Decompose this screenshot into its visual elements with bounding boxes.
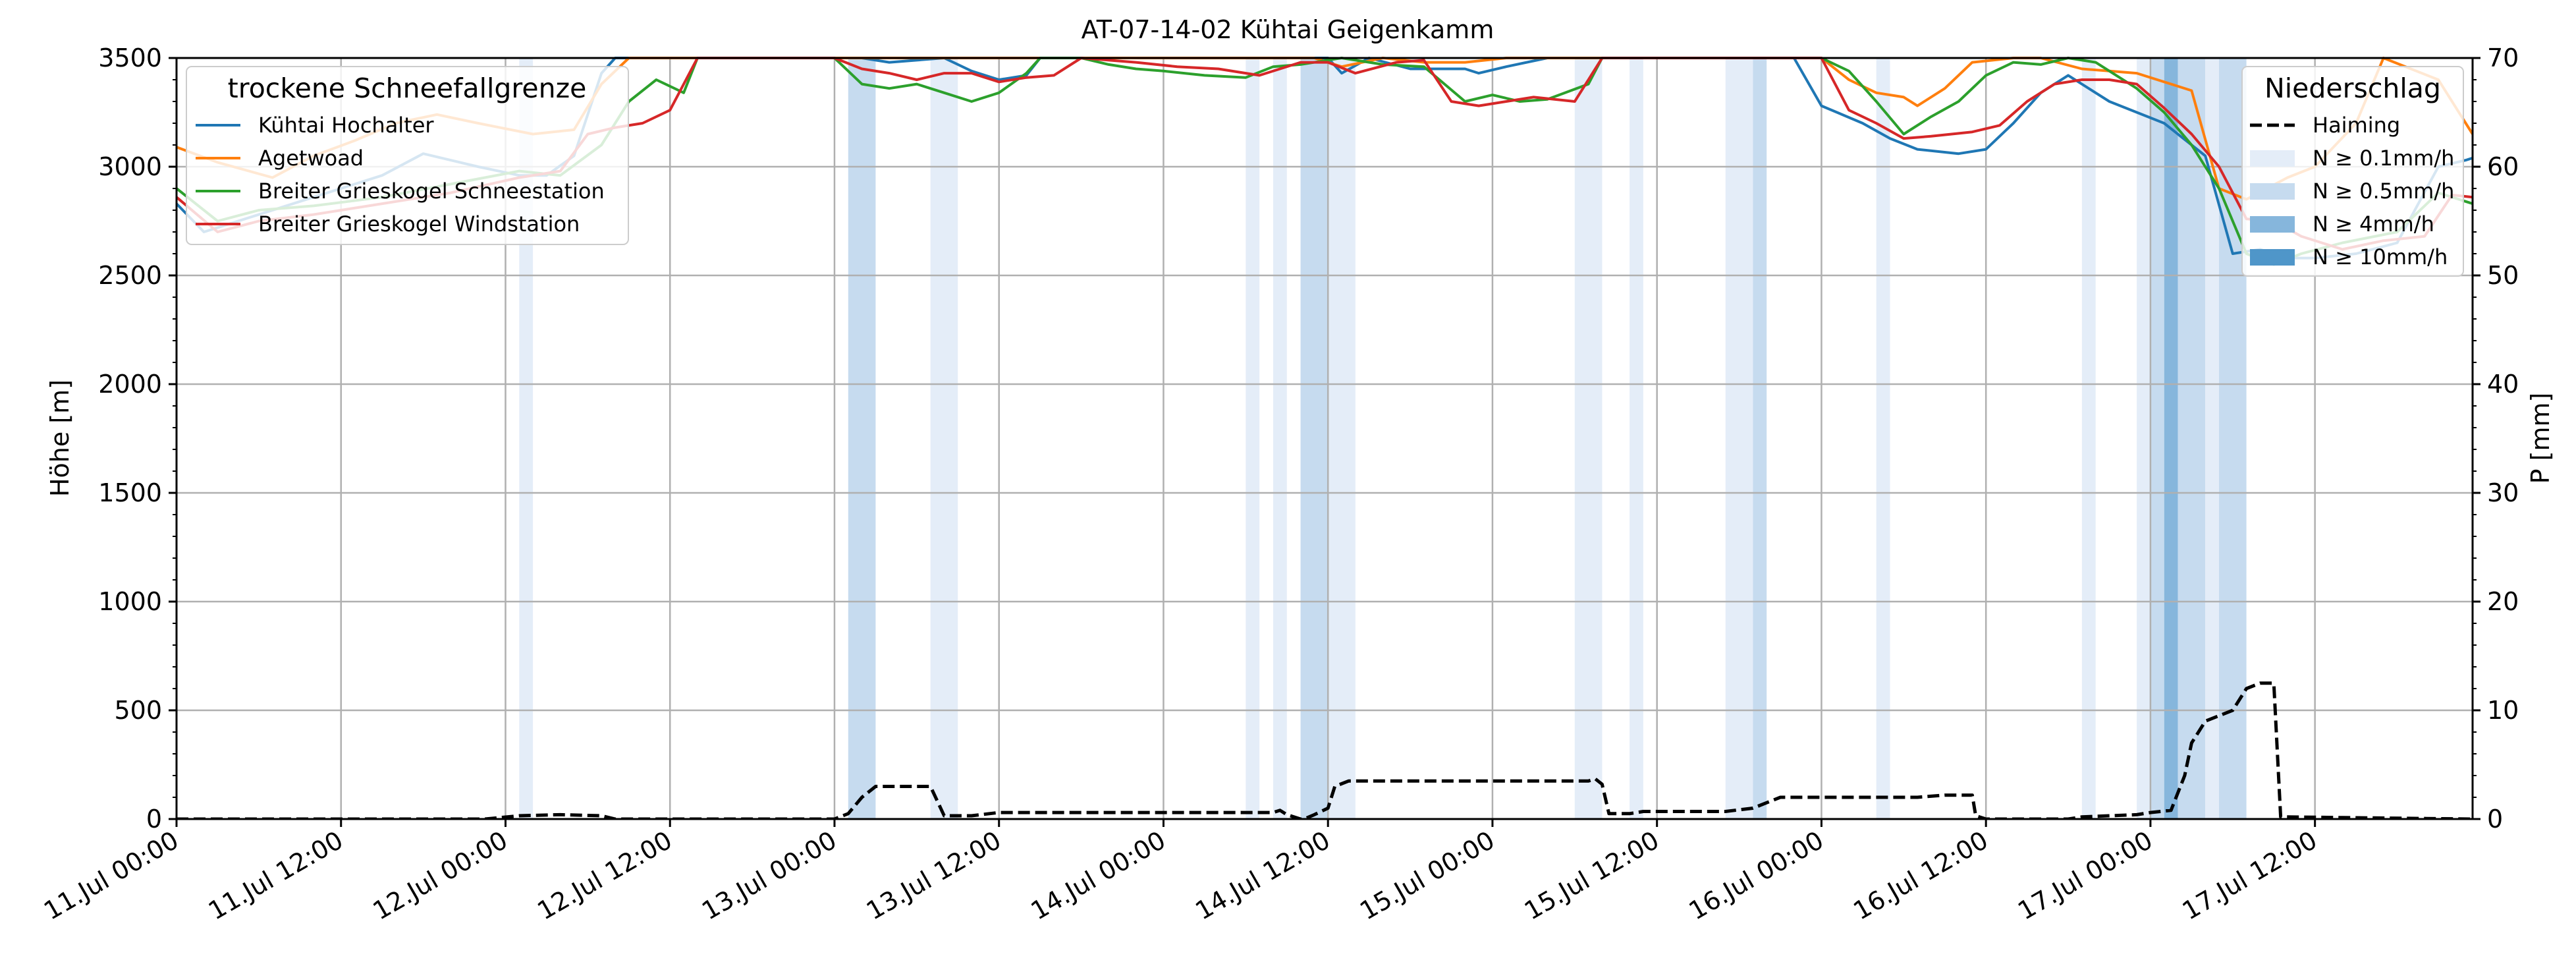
y2-tick-label-1: 10 (2487, 696, 2519, 725)
legend-snowline-frame (186, 66, 629, 245)
y2-tick-label-6: 60 (2487, 152, 2519, 181)
chart-title: AT-07-14-02 Kühtai Geigenkamm (1082, 15, 1494, 44)
legend-label-agetwoad: Agetwoad (258, 146, 364, 171)
legend-swatch-n05 (2250, 183, 2295, 200)
y2-tick-label-0: 0 (2487, 805, 2503, 834)
y2-tick-label-5: 50 (2487, 261, 2519, 290)
precip-band-9 (1725, 58, 1753, 819)
precip-band-16 (2178, 58, 2206, 819)
precip-band-2 (930, 58, 958, 819)
precip-band-6 (1328, 58, 1356, 819)
y-tick-label-4: 2000 (98, 370, 162, 399)
precip-band-11 (1876, 58, 1890, 819)
y-tick-label-6: 3000 (98, 152, 162, 181)
legend-label-n05: N ≥ 0.5mm/h (2313, 179, 2454, 204)
y2-tick-label-7: 70 (2487, 43, 2519, 72)
series-line-haiming (177, 681, 2473, 819)
y2-tick-label-3: 30 (2487, 478, 2519, 507)
y-tick-label-2: 1000 (98, 587, 162, 616)
precip-band-5 (1300, 58, 1329, 819)
legend-swatch-n01 (2250, 150, 2295, 167)
y-tick-label-7: 3500 (98, 43, 162, 72)
legend-label-grieskogel-schneestation: Breiter Grieskogel Schneestation (258, 179, 605, 204)
series-line-breiter-grieskogel-schneestation (177, 57, 2473, 266)
precip-bands (519, 58, 2247, 819)
precip-band-8 (1630, 58, 1643, 819)
plot-frame (175, 57, 2474, 820)
y-tick-label-0: 0 (146, 805, 162, 834)
precip-band-12 (2081, 58, 2096, 819)
y-tick-label-5: 2500 (98, 261, 162, 290)
legend-swatch-n10 (2250, 249, 2295, 266)
y2-tick-label-2: 20 (2487, 587, 2519, 616)
y2-tick-label-4: 40 (2487, 370, 2519, 399)
legend-label-n4: N ≥ 4mm/h (2313, 212, 2434, 237)
precip-band-10 (1753, 58, 1767, 819)
precip-band-7 (1574, 58, 1603, 819)
legend-label-kuehtai-hochalter: Kühtai Hochalter (258, 113, 434, 138)
precip-band-1 (848, 58, 876, 819)
precip-band-3 (1246, 58, 1260, 819)
y-tick-label-1: 500 (114, 696, 162, 725)
legend-swatch-n4 (2250, 216, 2295, 233)
legend-label-n10: N ≥ 10mm/h (2313, 244, 2448, 269)
legend-label-n01: N ≥ 0.1mm/h (2313, 146, 2454, 171)
y-tick-label-3: 1500 (98, 478, 162, 507)
precip-band-14 (2150, 58, 2164, 819)
legend-label-grieskogel-windstation: Breiter Grieskogel Windstation (258, 212, 580, 237)
y2-axis-label: P [mm] (2526, 393, 2555, 484)
precip-band-4 (1273, 58, 1287, 819)
precip-band-15 (2164, 58, 2178, 819)
legend-snowline: trockene Schneefallgrenze Kühtai Hochalt… (186, 66, 629, 245)
legend-snowline-title: trockene Schneefallgrenze (228, 72, 587, 104)
legend-precip-frame (2241, 66, 2464, 277)
legend-label-haiming: Haiming (2313, 113, 2400, 138)
precip-band-13 (2137, 58, 2151, 819)
legend-precip: Niederschlag Haiming N ≥ 0.1mm/h N ≥ 0.5… (2241, 66, 2464, 277)
precip-band-0 (519, 58, 534, 819)
y-axis-label: Höhe [m] (45, 380, 74, 497)
precip-band-17 (2205, 58, 2219, 819)
legend-precip-title: Niederschlag (2264, 72, 2441, 104)
series-line-breiter-grieskogel-windstation (177, 57, 2473, 251)
